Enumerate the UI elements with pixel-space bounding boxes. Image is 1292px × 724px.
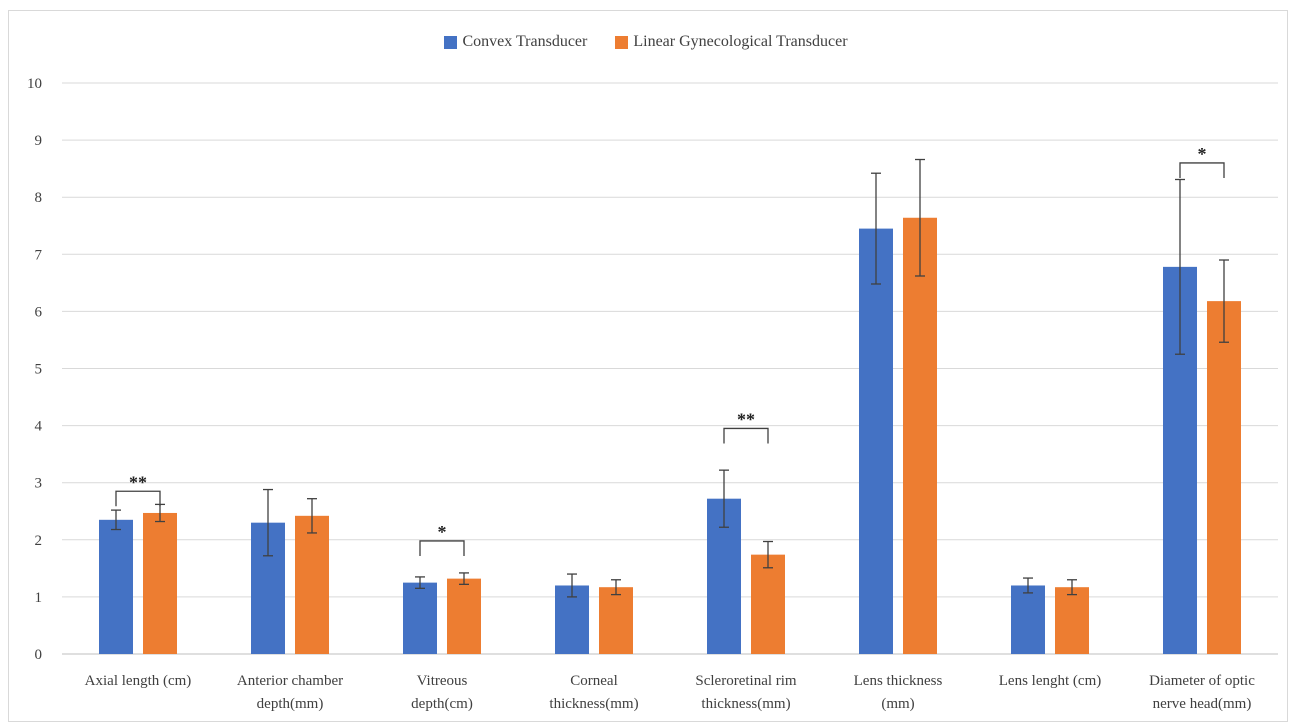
legend-swatch-linear — [615, 35, 629, 49]
x-tick-label-line: depth(cm) — [411, 696, 473, 712]
y-tick-label: 9 — [35, 133, 43, 149]
bar-linear — [751, 554, 785, 654]
x-tick-label: Axial length (cm) — [85, 673, 192, 689]
y-tick-label: 7 — [35, 247, 43, 263]
x-tick-label-line: thickness(mm) — [549, 696, 638, 712]
x-tick-label-line: thickness(mm) — [701, 696, 790, 712]
x-tick-label: Vitreous depth(cm) — [411, 673, 473, 712]
y-tick-label: 10 — [27, 76, 42, 92]
x-tick-label-line: Diameter of optic — [1149, 673, 1255, 689]
legend-swatch-convex — [444, 35, 458, 49]
y-tick-label: 1 — [35, 590, 43, 606]
x-tick-label-line: nerve head(mm) — [1153, 696, 1252, 712]
significance-label: ** — [129, 472, 147, 492]
bar-convex — [859, 228, 893, 655]
y-tick-label: 6 — [35, 304, 43, 320]
x-tick-label: Lens thickness (mm) — [854, 673, 943, 712]
x-tick-label: Anterior chamber depth(mm) — [237, 673, 343, 712]
bar-linear — [1207, 301, 1241, 654]
x-tick-label: Lens lenght (cm) — [999, 673, 1101, 689]
significance-bracket — [1179, 162, 1225, 178]
significance-bracket — [723, 427, 769, 444]
bar-linear — [599, 587, 633, 654]
x-tick-label-line: Anterior chamber — [237, 673, 343, 689]
significance-bracket — [115, 490, 161, 507]
x-tick-label: Diameter of optic nerve head(mm) — [1149, 673, 1255, 712]
bar-convex — [403, 582, 437, 654]
x-tick-label-line: (mm) — [881, 696, 914, 712]
significance-label: ** — [737, 409, 755, 429]
bar-linear — [1055, 587, 1089, 654]
x-tick-label: Scleroretinal rim thickness(mm) — [695, 673, 797, 712]
significance-label: * — [1198, 144, 1207, 164]
significance-label: * — [438, 522, 447, 542]
legend: Convex Transducer Linear Gynecological T… — [0, 33, 1292, 54]
x-tick-label-line: Lens lenght (cm) — [999, 673, 1101, 689]
y-tick-label: 0 — [35, 647, 43, 663]
x-tick-label-line: Vitreous — [417, 673, 468, 689]
y-tick-label: 4 — [35, 419, 43, 435]
y-tick-label: 8 — [35, 190, 43, 206]
y-tick-label: 2 — [35, 533, 43, 549]
legend-label-convex: Convex Transducer — [462, 33, 588, 50]
y-tick-label: 5 — [35, 362, 43, 378]
significance-bracket — [419, 540, 465, 556]
bar-linear — [903, 217, 937, 655]
y-tick-label: 3 — [35, 476, 43, 492]
bar-linear — [295, 515, 329, 654]
legend-item-linear: Linear Gynecological Transducer — [615, 33, 848, 51]
bar-convex — [99, 519, 133, 654]
x-tick-label-line: Lens thickness — [854, 673, 943, 689]
x-tick-label-line: Corneal — [570, 673, 617, 689]
legend-label-linear: Linear Gynecological Transducer — [633, 33, 848, 50]
bar-linear — [143, 512, 177, 654]
bar-convex — [1011, 585, 1045, 654]
x-tick-label: Corneal thickness(mm) — [549, 673, 638, 712]
x-tick-label-line: Axial length (cm) — [85, 673, 192, 689]
x-tick-label-line: Scleroretinal rim — [695, 673, 797, 689]
legend-item-convex: Convex Transducer — [444, 33, 587, 51]
bar-linear — [447, 578, 481, 654]
x-tick-label-line: depth(mm) — [257, 696, 324, 712]
